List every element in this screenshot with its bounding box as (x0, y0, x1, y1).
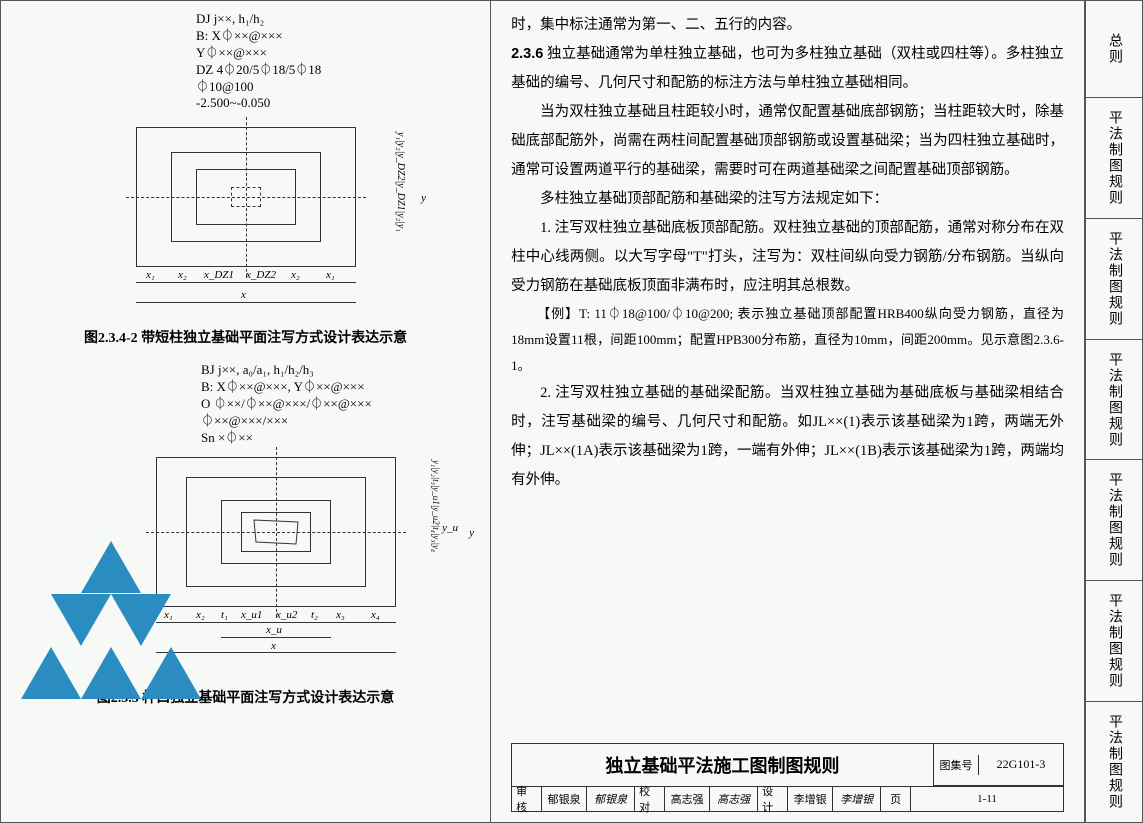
anno-line: DJ j××, h₁/h₂ (196, 11, 475, 28)
left-column: DJ j××, h₁/h₂ B: X⏀××@××× Y⏀××@××× DZ 4⏀… (1, 1, 490, 822)
sidebar-tab: 平法制图规则 (1085, 218, 1143, 339)
paragraph: 当为双柱独立基础且柱距较小时，通常仅配置基础底部钢筋；当柱距较大时，除基础底部配… (511, 98, 1064, 185)
signature: 郁银泉 (587, 787, 635, 811)
signature: 李增银 (833, 787, 881, 811)
y-dims: y₁|y₂|y_DZ2|y_DZ1|y₂|y₁ (395, 132, 406, 232)
signer-name: 郁银泉 (542, 787, 587, 811)
example-paragraph: 【例】T: 11⏀18@100/⏀10@200; 表示独立基础顶部配置HRB40… (511, 301, 1064, 379)
sidebar-tab: 平法制图规则 (1085, 459, 1143, 580)
document-page: DJ j××, h₁/h₂ B: X⏀××@××× Y⏀××@××× DZ 4⏀… (0, 0, 1085, 823)
signer-name: 李增银 (788, 787, 833, 811)
anno-line: BJ j××, a₀/a₁, h₁/h₂/h₃ (201, 362, 475, 379)
role-label: 设计 (758, 787, 788, 811)
body-text: 时，集中标注通常为第一、二、五行的内容。 2.3.6 独立基础通常为单柱独立基础… (511, 11, 1064, 743)
right-sidebar: 总则 平法制图规则 平法制图规则 平法制图规则 平法制图规则 平法制图规则 平法… (1085, 0, 1143, 823)
sidebar-tab: 平法制图规则 (1085, 97, 1143, 218)
paragraph: 2.3.6 独立基础通常为单柱独立基础，也可为多柱独立基础（双柱或四柱等）。多柱… (511, 40, 1064, 98)
sidebar-tab: 平法制图规则 (1085, 701, 1143, 823)
signature: 高志强 (710, 787, 758, 811)
anno-line: O ⏀××/⏀××@×××/⏀××@××× (201, 396, 475, 413)
paragraph: 2. 注写双柱独立基础的基础梁配筋。当双柱独立基础为基础底板与基础梁相结合时，注… (511, 379, 1064, 495)
set-number: 22G101-3 (979, 755, 1063, 774)
set-number-label: 图集号 (934, 755, 979, 775)
anno-line: B: X⏀××@××× (196, 28, 475, 45)
diagram1: x₁ x₂ x_DZ1 x_DZ2 x₂ x₁ x y₁|y₂|y_DZ2|y_… (116, 117, 396, 317)
page-label: 页 (881, 787, 911, 811)
sidebar-tab: 总则 (1085, 0, 1143, 97)
diagram1-caption: 图2.3.4-2 带短柱独立基础平面注写方式设计表达示意 (16, 327, 475, 347)
section-number: 2.3.6 (511, 46, 543, 62)
drawing-title: 独立基础平法施工图制图规则 (512, 744, 933, 786)
paragraph: 1. 注写双柱独立基础底板顶部配筋。双柱独立基础的顶部配筋，通常对称分布在双柱中… (511, 214, 1064, 301)
anno-line: ⏀××@×××/××× (201, 413, 475, 430)
paragraph: 多柱独立基础顶部配筋和基础梁的注写方法规定如下： (511, 185, 1064, 214)
signer-name: 高志强 (665, 787, 710, 811)
diagram2-annotations: BJ j××, a₀/a₁, h₁/h₂/h₃ B: X⏀××@×××, Y⏀×… (201, 362, 475, 446)
title-block: 独立基础平法施工图制图规则 图集号 22G101-3 审核 郁银泉 郁银泉 校对… (511, 743, 1064, 812)
anno-line: Y⏀××@××× (196, 45, 475, 62)
diagram1-annotations: DJ j××, h₁/h₂ B: X⏀××@××× Y⏀××@××× DZ 4⏀… (196, 11, 475, 112)
right-column: 时，集中标注通常为第一、二、五行的内容。 2.3.6 独立基础通常为单柱独立基础… (490, 1, 1084, 822)
sidebar-tab: 平法制图规则 (1085, 339, 1143, 460)
role-label: 审核 (512, 787, 542, 811)
anno-line: ⏀10@100 (196, 79, 475, 96)
anno-line: -2.500~-0.050 (196, 95, 475, 112)
decorative-triangles (21, 541, 221, 721)
sidebar-tab: 平法制图规则 (1085, 580, 1143, 701)
paragraph: 时，集中标注通常为第一、二、五行的内容。 (511, 11, 1064, 40)
anno-line: DZ 4⏀20/5⏀18/5⏀18 (196, 62, 475, 79)
page-number: 1-11 (911, 787, 1063, 811)
anno-line: B: X⏀××@×××, Y⏀××@××× (201, 379, 475, 396)
signature-row: 审核 郁银泉 郁银泉 校对 高志强 高志强 设计 李增银 李增银 页 1-11 (512, 787, 1063, 811)
y-dims: y₁|y₂|t₃|y_u1|y_u2|t₄|y₃|y₄ (431, 460, 441, 552)
anno-line: Sn ×⏀×× (201, 430, 475, 447)
role-label: 校对 (635, 787, 665, 811)
